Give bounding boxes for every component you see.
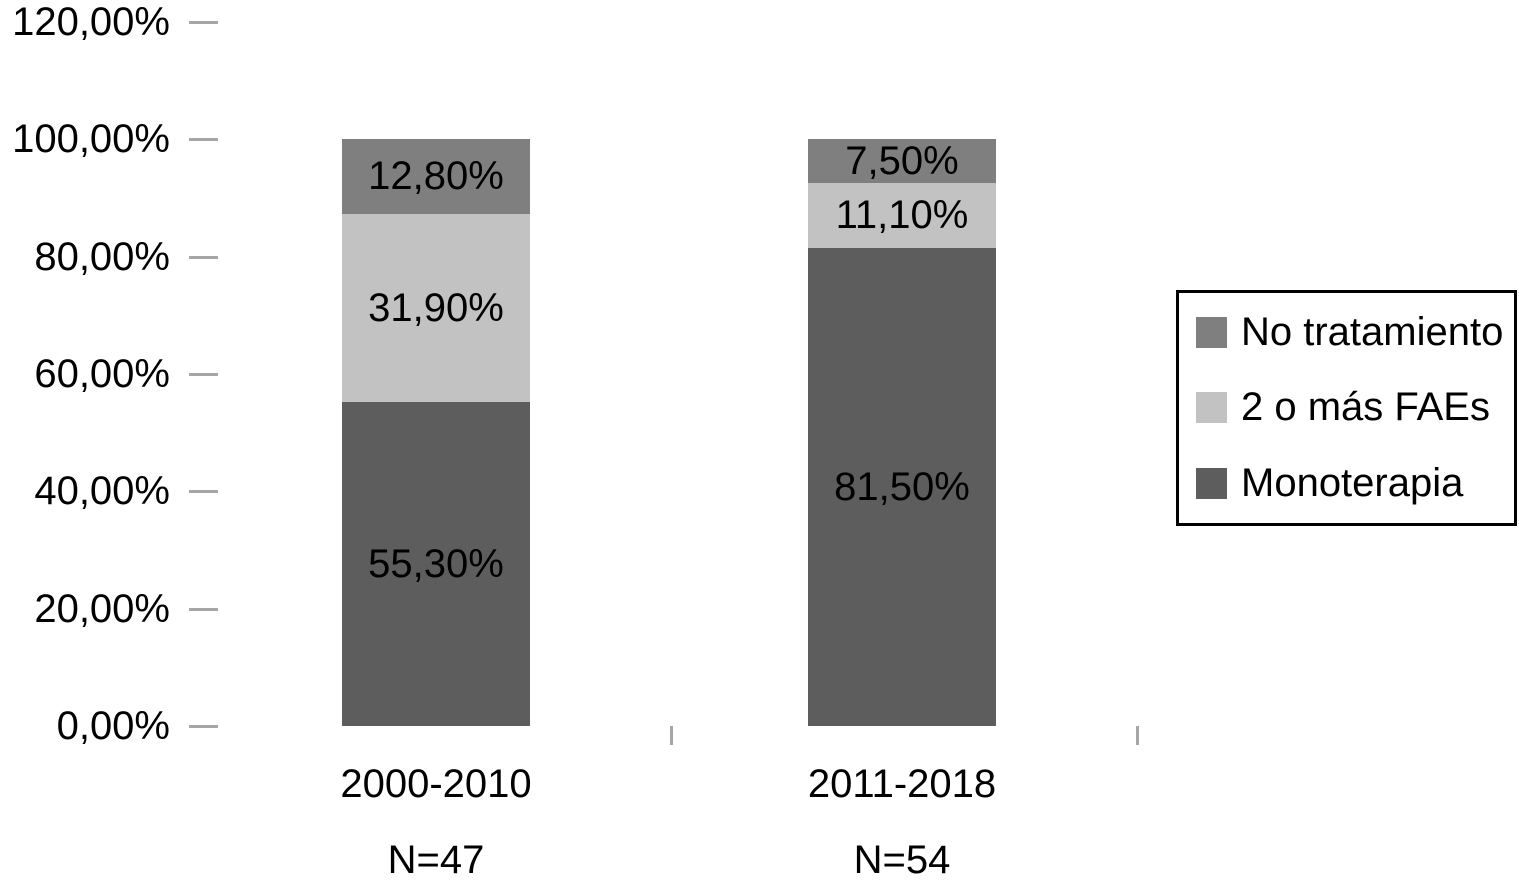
legend-item: 2 o más FAEs [1196, 370, 1514, 445]
legend-label: No tratamiento [1241, 310, 1504, 355]
y-tick [189, 725, 218, 728]
y-tick [189, 490, 218, 493]
y-tick-label: 0,00% [56, 704, 170, 748]
y-tick-label: 120,00% [12, 0, 170, 44]
bar-value-label: 7,50% [845, 138, 959, 183]
legend-item: No tratamiento [1196, 295, 1514, 370]
bar-value-label: 81,50% [834, 464, 970, 509]
legend-label: 2 o más FAEs [1241, 385, 1490, 430]
legend-swatch-icon [1196, 467, 1227, 499]
bar-segment-monoterapia: 55,30% [342, 402, 530, 726]
y-tick [189, 373, 218, 376]
bar-segment-monoterapia: 81,50% [808, 248, 996, 726]
legend-swatch-icon [1196, 317, 1227, 349]
bar-segment-2-o-m-s-faes: 31,90% [342, 214, 530, 402]
bar-value-label: 12,80% [368, 154, 504, 198]
bar-segment-no-tratamiento: 12,80% [342, 139, 530, 214]
y-tick [189, 608, 218, 611]
x-tick [1136, 726, 1139, 745]
y-axis-line [203, 17, 206, 744]
y-tick [189, 256, 218, 259]
x-category-sublabel: N=54 [853, 838, 951, 882]
y-tick-label: 40,00% [34, 469, 170, 513]
y-tick-label: 20,00% [34, 587, 170, 631]
legend-label: Monoterapia [1241, 460, 1464, 505]
x-category-label: 2000-2010 [340, 762, 532, 806]
y-tick-label: 100,00% [12, 117, 170, 161]
x-category-label: 2011-2018 [807, 762, 997, 806]
y-tick-label: 80,00% [34, 235, 170, 279]
bar-value-label: 11,10% [835, 193, 969, 237]
x-tick [670, 726, 673, 745]
legend-box: No tratamiento 2 o más FAEs Monoterapia [1176, 290, 1517, 526]
y-tick-label: 60,00% [34, 352, 170, 396]
y-tick [189, 138, 218, 141]
legend-item: Monoterapia [1196, 446, 1514, 521]
bar-value-label: 31,90% [368, 285, 504, 330]
legend-swatch-icon [1196, 392, 1227, 424]
bar-segment-2-o-m-s-faes: 11,10% [808, 183, 996, 248]
x-category-sublabel: N=47 [387, 838, 485, 882]
bar-value-label: 55,30% [368, 541, 504, 586]
bar-segment-no-tratamiento: 7,50% [808, 139, 996, 183]
y-tick [189, 21, 218, 24]
